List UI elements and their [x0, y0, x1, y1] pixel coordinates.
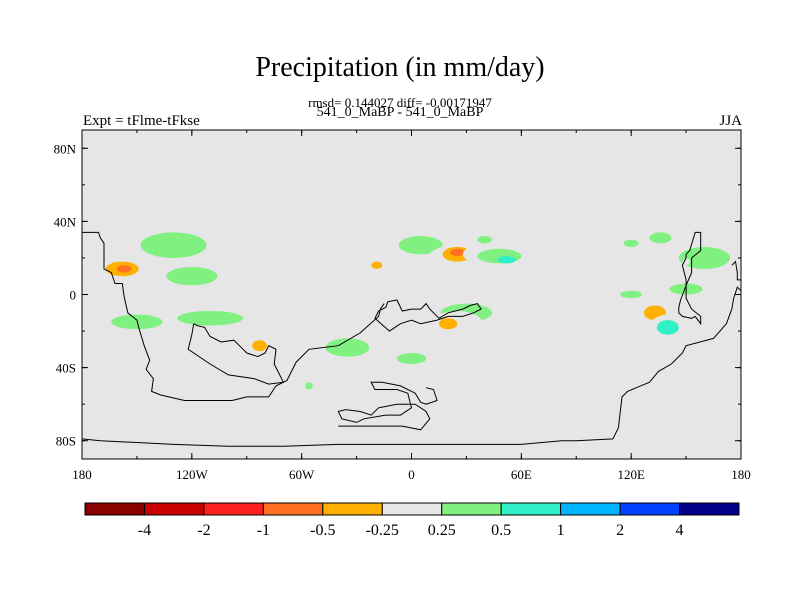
anomaly-patch — [177, 310, 244, 326]
anomaly-patch — [438, 318, 458, 330]
anomaly-patch — [409, 393, 421, 401]
anomaly-patch — [656, 320, 679, 335]
x-tick-label: 120E — [617, 467, 645, 482]
anomaly-patch — [371, 261, 383, 269]
chart-title: Precipitation (in mm/day) — [255, 52, 545, 83]
y-tick-label: 0 — [70, 288, 77, 303]
map-background — [82, 130, 741, 459]
anomaly-patch — [497, 256, 516, 264]
coastline — [731, 260, 741, 281]
colorbar-label: 2 — [616, 522, 624, 539]
coastline — [337, 381, 438, 431]
colorbar-swatch — [560, 502, 621, 516]
x-tick-label: 60E — [511, 467, 532, 482]
coastline — [187, 323, 285, 385]
colorbar-label: 4 — [676, 522, 684, 539]
run-line: 541_0_MaBP - 541_0_MaBP — [316, 105, 484, 120]
colorbar-label: -4 — [138, 522, 151, 539]
anomaly-patch — [398, 236, 443, 255]
y-tick-label: 80N — [54, 141, 77, 156]
colorbar-swatch — [381, 502, 443, 516]
season-label: JJA — [719, 113, 742, 129]
coastline — [374, 299, 482, 332]
anomaly-patch — [649, 232, 672, 244]
colorbar-swatch — [143, 502, 205, 516]
coastline — [678, 231, 702, 326]
colorbar: -4 -2 -1 -0.5 -0.25 0.25 0.5 1 2 4 — [84, 502, 740, 539]
experiment-label: Expt = tFlme-tFkse — [83, 113, 200, 129]
x-tick-label: 0 — [408, 467, 415, 482]
colorbar-swatch — [500, 502, 562, 516]
stats-line: rmsd= 0.144027 diff= -0.00171947 — [308, 95, 492, 110]
colorbar-swatch — [619, 502, 681, 516]
anomaly-patch — [82, 285, 123, 300]
colorbar-label: 0.5 — [491, 522, 511, 539]
x-tick-label: 60W — [289, 467, 315, 482]
anomaly-patch — [153, 393, 165, 405]
colorbar-label: 0.25 — [428, 522, 456, 539]
colorbar-swatch — [84, 502, 145, 516]
colorbar-swatch — [441, 502, 502, 516]
anomaly-patch — [166, 267, 218, 286]
colorbar-swatch — [203, 502, 264, 516]
colorbar-swatch — [262, 502, 324, 516]
x-tick-label: 120W — [176, 467, 209, 482]
y-tick-label: 80S — [56, 434, 76, 449]
anomaly-patch — [252, 340, 267, 352]
anomaly-patch — [623, 239, 639, 247]
colorbar-label: -0.5 — [310, 522, 335, 539]
y-tick-label: 40S — [56, 361, 76, 376]
coastline-layer — [82, 231, 741, 447]
colorbar-label: -2 — [197, 522, 210, 539]
colorbar-label: -0.25 — [366, 522, 399, 539]
anomaly-patch — [325, 338, 370, 357]
anomaly-patch — [493, 329, 531, 352]
colorbar-label: -1 — [257, 522, 270, 539]
anomaly-patch — [651, 296, 670, 308]
anomaly-patch — [449, 248, 465, 257]
coastline — [82, 286, 741, 447]
colorbar-label: 1 — [557, 522, 565, 539]
y-tick-label: 40N — [54, 214, 77, 229]
anomaly-patch — [396, 352, 427, 364]
anomaly-patch — [316, 250, 361, 266]
anomaly-patch — [116, 265, 132, 273]
colorbar-swatch — [679, 502, 740, 516]
anomaly-patch — [305, 382, 313, 390]
anomaly-patch — [682, 257, 690, 266]
anomaly-patch — [620, 290, 643, 299]
x-tick-label: 180 — [72, 467, 92, 482]
x-tick-label: 180 — [731, 467, 751, 482]
anomaly-layer — [82, 223, 741, 405]
anomaly-patch — [711, 267, 734, 279]
anomaly-patch — [140, 232, 207, 258]
anomaly-patch — [477, 236, 493, 244]
anomaly-patch — [711, 223, 741, 238]
anomaly-patch — [276, 352, 309, 368]
colorbar-swatch — [322, 502, 383, 516]
axis-ticks: 180 120W 60W 0 60E 120E 180 80N 40N 0 40S 80S — [54, 130, 751, 482]
coastline — [82, 231, 385, 401]
